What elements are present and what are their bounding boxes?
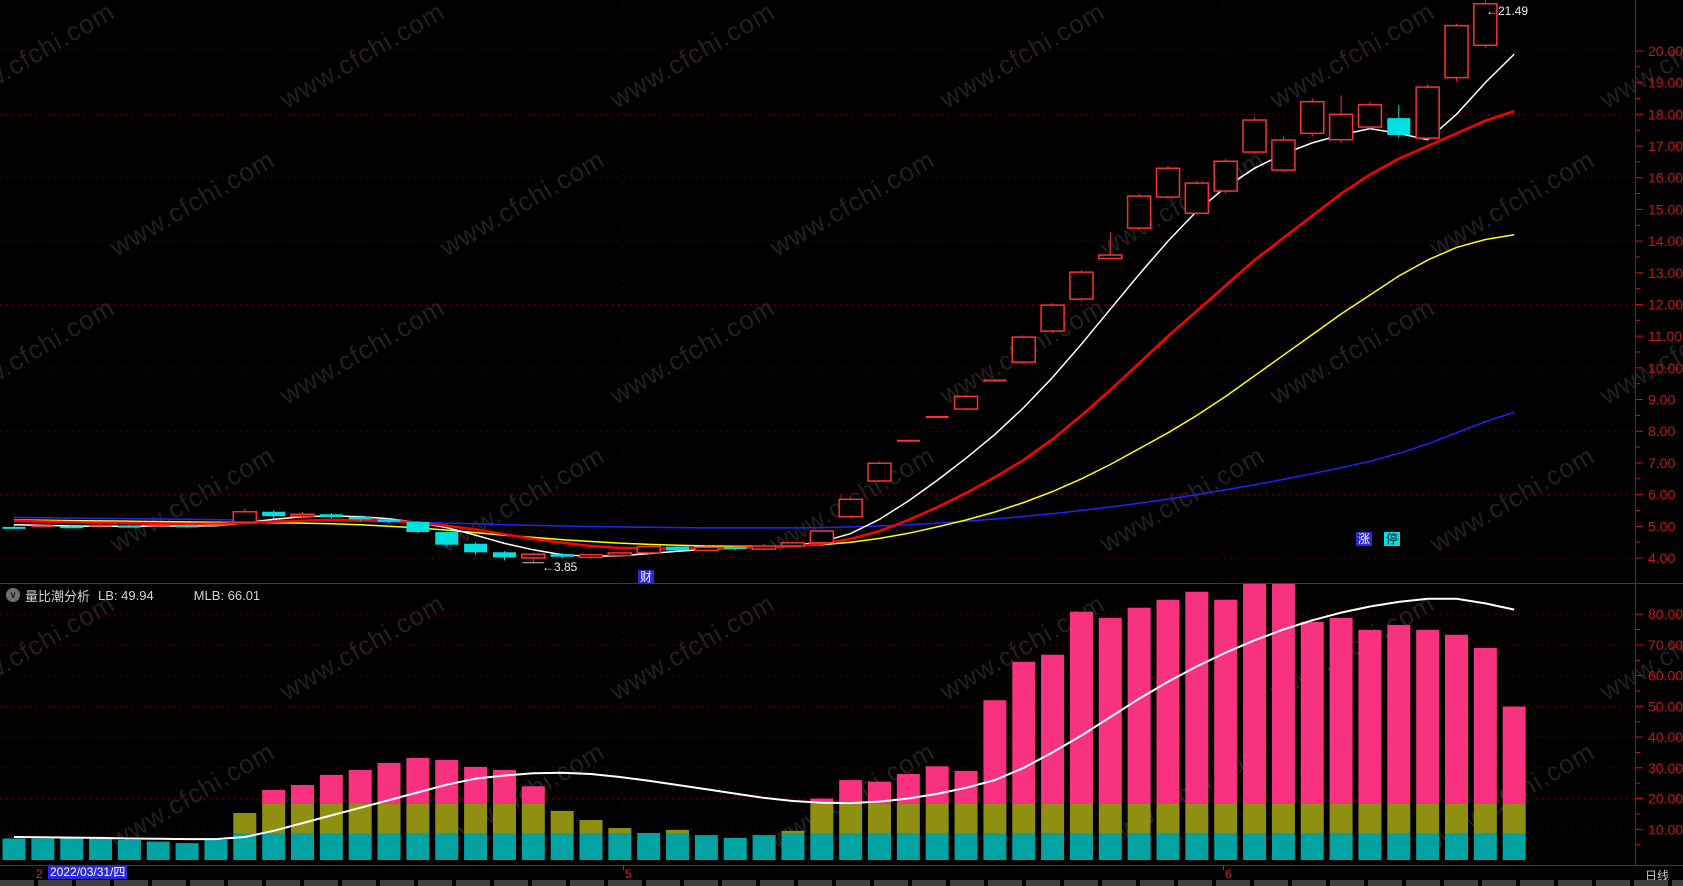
svg-text:4.00: 4.00 [1648, 550, 1675, 566]
svg-text:11.00: 11.00 [1648, 328, 1682, 344]
price-y-axis: 20.00 19.00 18.00 17.00 16.00 15.00 14.00 13.00… [1635, 43, 1683, 566]
svg-text:30.00: 30.00 [1648, 760, 1683, 776]
svg-text:6.00: 6.00 [1648, 487, 1675, 503]
month-label: 5 [625, 867, 632, 881]
svg-text:16.00: 16.00 [1648, 170, 1683, 186]
svg-text:70.00: 70.00 [1648, 637, 1683, 653]
cai-news-badge[interactable]: 财 [638, 570, 655, 584]
svg-text:7.00: 7.00 [1648, 455, 1675, 471]
svg-text:10.00: 10.00 [1648, 360, 1683, 376]
svg-text:18.00: 18.00 [1648, 106, 1683, 122]
svg-text:20.00: 20.00 [1648, 43, 1683, 59]
indicator-y-axis: 80.00 70.00 60.00 50.00 40.00 30.00 20.00 10.00 [1635, 606, 1683, 846]
svg-text:15.00: 15.00 [1648, 201, 1683, 217]
svg-text:13.00: 13.00 [1648, 265, 1683, 281]
limit-up-ting-badge[interactable]: 停 [1384, 532, 1401, 546]
svg-text:19.00: 19.00 [1648, 75, 1683, 91]
horizontal-scrollbar[interactable] [0, 880, 1683, 886]
lb-value-text: LB: 49.94 [98, 587, 154, 603]
last-price-annotation: ←21.49 [1486, 4, 1529, 18]
indicator-header: ∨ 量比潮分析 LB: 49.94 MLB: 66.01 [6, 586, 260, 604]
svg-text:60.00: 60.00 [1648, 668, 1683, 684]
svg-text:17.00: 17.00 [1648, 138, 1683, 154]
price-candlestick-pane[interactable]: 20.00 19.00 18.00 17.00 16.00 15.00 14.00 13.00… [0, 0, 1683, 583]
month-label: 6 [1225, 867, 1232, 881]
indicator-title[interactable]: 量比潮分析 [25, 588, 91, 604]
first-bar-date-label: 2022/03/31/四 [48, 865, 128, 879]
clipped-month-label: 2 [36, 867, 43, 881]
limit-up-zhang-badge[interactable]: 涨 [1356, 532, 1373, 546]
right-axis-line [1635, 0, 1636, 879]
ma_yellow-line [13, 234, 1515, 548]
month-tick [1223, 865, 1224, 870]
volume-ratio-indicator-pane[interactable]: 80.00 70.00 60.00 50.00 40.00 30.00 20.00 10.00 [0, 583, 1683, 865]
svg-text:80.00: 80.00 [1648, 606, 1683, 622]
month-tick [623, 865, 624, 870]
svg-text:12.00: 12.00 [1648, 296, 1683, 312]
svg-text:5.00: 5.00 [1648, 518, 1675, 534]
svg-text:8.00: 8.00 [1648, 423, 1675, 439]
svg-text:14.00: 14.00 [1648, 233, 1683, 249]
svg-text:50.00: 50.00 [1648, 698, 1683, 714]
candles-layer [2, 0, 1498, 563]
period-daily-label[interactable]: 日线 [1645, 869, 1670, 883]
ma_red-line [13, 110, 1515, 550]
price-gridlines [0, 0, 1635, 583]
mlb-line [13, 597, 1515, 841]
ma_white-line [13, 53, 1515, 558]
ma_blue-line [13, 411, 1515, 529]
mlb-value-text: MLB: 66.01 [193, 587, 261, 603]
collapse-chevron-icon[interactable]: ∨ [6, 588, 20, 602]
svg-text:40.00: 40.00 [1648, 729, 1683, 745]
svg-text:9.00: 9.00 [1648, 392, 1675, 408]
low-price-annotation: ←3.85 [542, 560, 578, 574]
svg-text:20.00: 20.00 [1648, 791, 1683, 807]
svg-text:10.00: 10.00 [1648, 821, 1683, 837]
time-axis: 2 2022/03/31/四 日线 5 6 [0, 865, 1683, 883]
